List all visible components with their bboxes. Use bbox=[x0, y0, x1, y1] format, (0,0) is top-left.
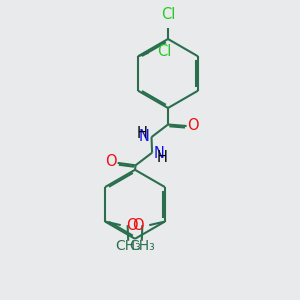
Text: Cl: Cl bbox=[161, 7, 175, 22]
Text: N: N bbox=[139, 129, 150, 144]
Text: CH₃: CH₃ bbox=[129, 239, 155, 253]
Text: CH₃: CH₃ bbox=[115, 239, 141, 253]
Text: Cl: Cl bbox=[157, 44, 171, 59]
Text: O: O bbox=[132, 218, 144, 233]
Text: N: N bbox=[154, 146, 164, 161]
Text: H: H bbox=[156, 150, 167, 165]
Text: O: O bbox=[126, 218, 138, 233]
Text: O: O bbox=[188, 118, 199, 134]
Text: H: H bbox=[136, 126, 147, 141]
Text: O: O bbox=[105, 154, 117, 169]
